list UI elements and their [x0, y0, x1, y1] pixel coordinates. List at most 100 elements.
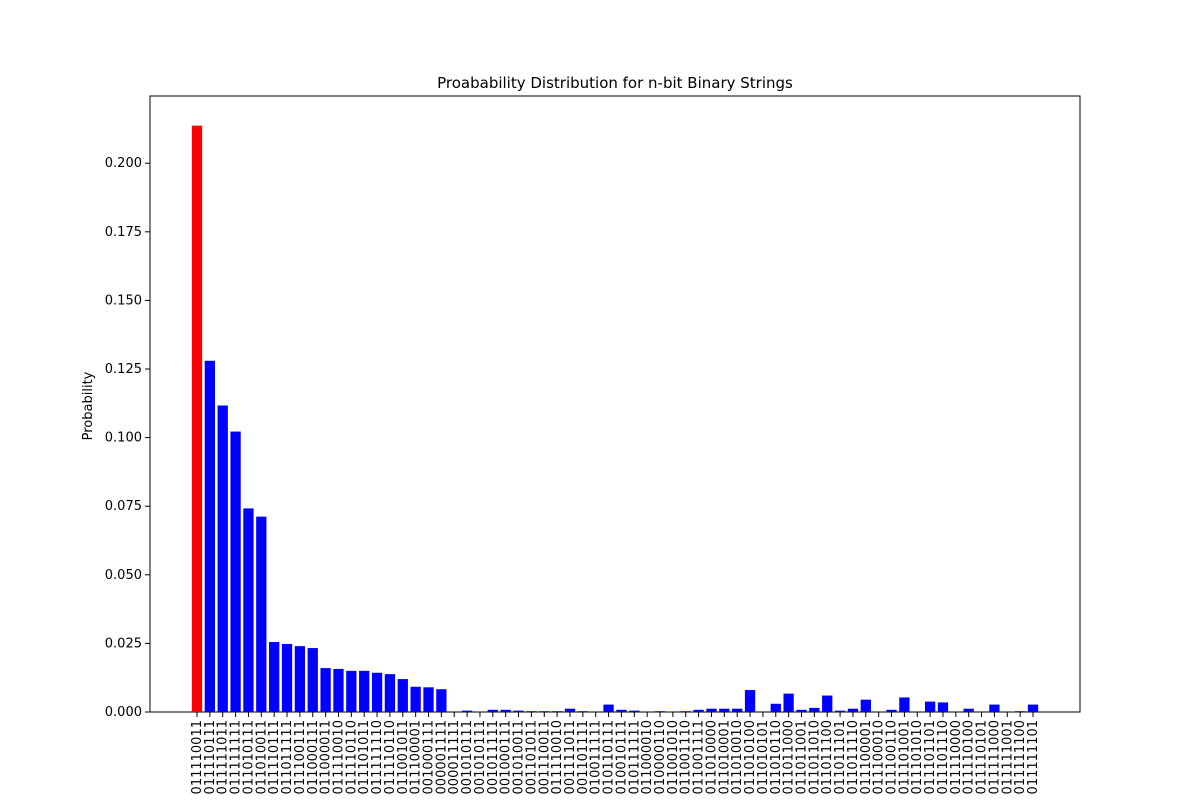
x-tick-label: 011000011: [319, 720, 334, 794]
bar: [989, 704, 1000, 712]
bar: [487, 709, 498, 712]
x-tick-label: 011010100: [743, 720, 758, 794]
bar: [822, 695, 833, 712]
x-tick-label: 011101001: [897, 720, 912, 794]
bar: [1027, 704, 1039, 712]
x-tick-label: 011011110: [846, 720, 861, 794]
x-tick-label: 011111011: [216, 720, 231, 794]
x-tick-label: 011110011: [190, 720, 205, 794]
bar: [436, 689, 447, 712]
bar: [564, 708, 576, 712]
bar: [461, 710, 473, 712]
x-tick-label: 011110100: [962, 720, 977, 794]
y-tick-label: 0.025: [105, 636, 142, 651]
bar: [744, 690, 756, 712]
bar: [796, 709, 807, 712]
x-tick-label: 011001110: [679, 720, 694, 794]
x-tick-label: 011100111: [293, 720, 308, 794]
x-tick-label: 011010000: [704, 720, 719, 794]
x-tick-label: 011111101: [1026, 720, 1041, 794]
bar: [886, 709, 897, 712]
bar: [847, 708, 859, 712]
x-tick-label: 011100110: [885, 720, 900, 794]
x-tick-label: 011000111: [306, 720, 321, 794]
x-tick-label: 010010111: [614, 720, 629, 794]
bar: [294, 646, 306, 712]
x-tick-label: 011100001: [409, 720, 424, 794]
bar: [526, 711, 537, 712]
x-tick-label: 001101011: [524, 720, 539, 794]
bar: [693, 709, 704, 712]
x-tick-label: 011111001: [1000, 720, 1015, 794]
x-tick-label: 011101011: [357, 720, 372, 794]
y-tick-label: 0.175: [105, 225, 142, 240]
bar: [963, 708, 974, 712]
bar: [577, 711, 588, 712]
bar: [513, 710, 524, 712]
x-tick-label: 011101110: [936, 720, 951, 794]
x-tick-label: 001010111: [460, 720, 475, 794]
bar: [410, 686, 421, 712]
bar: [217, 405, 228, 712]
bar: [384, 674, 396, 712]
x-tick-label: 001011111: [486, 720, 501, 794]
bar: [629, 710, 640, 712]
x-tick-label: 011011100: [820, 720, 835, 794]
y-tick-label: 0.150: [105, 293, 142, 308]
y-tick-label: 0.125: [105, 362, 142, 377]
x-tick-label: 011101010: [910, 720, 925, 794]
bar: [860, 699, 871, 712]
x-tick-label: 001000111: [499, 720, 514, 794]
x-tick-label: 011010010: [730, 720, 745, 794]
x-tick-label: 011111110: [370, 720, 385, 794]
x-tick-label: 011010011: [254, 720, 269, 794]
x-tick-label: 011100010: [872, 720, 887, 794]
y-tick-label: 0.075: [105, 499, 142, 514]
x-tick-label: 011011010: [807, 720, 822, 794]
x-tick-label: 001010111: [473, 720, 488, 794]
x-tick-label: 011110110: [383, 720, 398, 794]
bars-layer: [191, 125, 1039, 712]
bar: [320, 668, 331, 712]
x-tick-label: 011101101: [923, 720, 938, 794]
x-tick-label: 011110110: [344, 720, 359, 794]
x-tick-label: 011011000: [782, 720, 797, 794]
axes-layer: 0.000 0.025 0.050 0.075 0.100 0.125 0.150 0.175…: [105, 95, 1081, 720]
bar: [307, 648, 318, 712]
x-tick-label: 011010001: [717, 720, 732, 794]
x-tick-label: 011011111: [280, 720, 295, 794]
x-tick-label: 011100001: [859, 720, 874, 794]
bar: [333, 668, 344, 712]
plot-frame: [149, 95, 1081, 713]
x-tick-label: 000011111: [447, 720, 462, 794]
x-tick-label: 010110111: [602, 720, 617, 794]
bar: [937, 702, 949, 712]
bar: [809, 707, 820, 712]
x-tick-label: 011011101: [833, 720, 848, 794]
bar: [397, 679, 408, 712]
x-tick-label: 011110000: [949, 720, 964, 794]
bar: [770, 703, 781, 712]
bar: [230, 431, 241, 712]
y-tick-label: 0.100: [105, 431, 142, 446]
bar: [371, 672, 383, 712]
bar: [269, 642, 280, 712]
x-tick-label: 001110011: [537, 720, 552, 794]
bar: [551, 711, 563, 712]
x-tick-label: 011111100: [1013, 720, 1028, 794]
bar: [834, 710, 846, 712]
x-tick-label: 001010011: [512, 720, 527, 794]
bar: [732, 708, 743, 712]
bar: [706, 708, 717, 712]
bar: [500, 709, 511, 712]
bar: [243, 508, 254, 712]
x-tick-label: 001111011: [563, 720, 578, 794]
bar: [423, 687, 434, 712]
bar: [256, 516, 267, 712]
x-tick-label: 011110111: [203, 720, 218, 794]
y-tick-label: 0.000: [105, 705, 142, 720]
x-tick-label: 011111111: [229, 720, 244, 794]
